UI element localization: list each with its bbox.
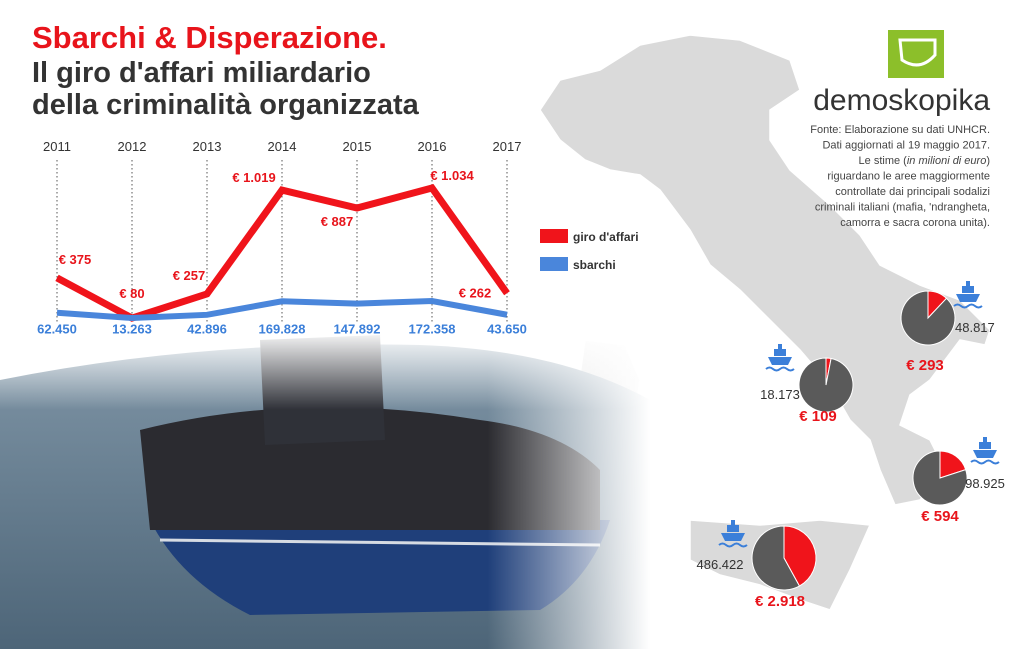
ship-cabin	[727, 525, 739, 532]
data-label: € 375	[59, 252, 92, 267]
data-label: € 887	[321, 214, 354, 229]
data-label: 62.450	[37, 321, 77, 336]
ship-icon	[765, 344, 795, 372]
legend-swatch	[540, 257, 568, 271]
x-tick-label: 2012	[118, 139, 147, 154]
x-tick-label: 2017	[493, 139, 522, 154]
landings-label: 48.817	[955, 320, 995, 335]
source-part: Le stime (	[859, 155, 908, 167]
pie-slice	[751, 525, 801, 591]
x-tick-label: 2014	[268, 139, 297, 154]
ship-cabin	[962, 286, 974, 293]
ship-wave	[765, 366, 795, 372]
data-label: € 262	[459, 285, 492, 300]
data-label: 147.892	[334, 321, 381, 336]
ship-wave	[718, 542, 748, 548]
ship-funnel	[778, 344, 782, 349]
logo-text: demoskopika	[813, 84, 990, 117]
x-tick-label: 2015	[343, 139, 372, 154]
ship-funnel	[983, 437, 987, 442]
landings-label: 18.173	[760, 387, 800, 402]
ship-funnel	[966, 281, 970, 286]
data-label: 13.263	[112, 321, 152, 336]
source-note: riguardano le aree maggiormente	[827, 171, 990, 183]
amount-label: € 109	[799, 408, 837, 425]
data-label: € 257	[173, 268, 206, 283]
data-label: € 80	[119, 286, 144, 301]
source-note: Le stime (in milioni di euro)	[859, 155, 990, 167]
ship-hull	[721, 533, 745, 541]
ship-icon	[718, 520, 748, 548]
logo	[888, 30, 944, 78]
ship-hull	[956, 294, 980, 302]
ship-wave	[970, 459, 1000, 465]
ship-icon	[970, 437, 1000, 465]
legend-label: giro d'affari	[573, 230, 639, 244]
ship-icon	[953, 281, 983, 309]
x-tick-label: 2016	[418, 139, 447, 154]
source-note: Fonte: Elaborazione su dati UNHCR.	[810, 124, 990, 136]
amount-label: € 293	[906, 357, 944, 374]
data-label: 43.650	[487, 321, 527, 336]
data-label: € 1.034	[430, 168, 474, 183]
x-tick-label: 2011	[43, 139, 71, 154]
title: Sbarchi & Disperazione.	[32, 20, 387, 55]
ship-hull	[973, 450, 997, 458]
source-note: camorra e sacra corona unita).	[840, 217, 990, 229]
ship-cabin	[774, 349, 786, 356]
subtitle: Il giro d'affari miliardario	[32, 57, 371, 89]
data-label: 172.358	[409, 321, 456, 336]
landings-label: 486.422	[697, 557, 744, 572]
source-note: criminali italiani (mafia, 'ndrangheta,	[815, 202, 990, 214]
pie-slice	[783, 525, 817, 587]
series-line	[56, 297, 508, 321]
ship-cabin	[979, 442, 991, 449]
pie-slice	[798, 357, 854, 413]
pie-slice	[912, 450, 968, 506]
amount-label: € 594	[921, 508, 959, 525]
ship-wave	[953, 303, 983, 309]
subtitle: della criminalità organizzata	[32, 89, 420, 121]
x-tick-label: 2013	[193, 139, 222, 154]
data-label: 169.828	[259, 321, 306, 336]
data-label: € 1.019	[232, 170, 275, 185]
source-part: in milioni di euro	[907, 155, 986, 167]
ship-hull	[768, 357, 792, 365]
photo	[0, 330, 650, 649]
source-part: )	[986, 155, 990, 167]
amount-label: € 2.918	[755, 593, 805, 610]
source-note: Dati aggiornati al 19 maggio 2017.	[822, 140, 990, 152]
legend-label: sbarchi	[573, 258, 616, 272]
source-note: controllate dai principali sodalizi	[835, 186, 990, 198]
pie-slice	[900, 290, 956, 346]
landings-label: 98.925	[965, 476, 1005, 491]
legend-swatch	[540, 229, 568, 243]
ship-funnel	[731, 520, 735, 525]
data-label: 42.896	[187, 321, 227, 336]
